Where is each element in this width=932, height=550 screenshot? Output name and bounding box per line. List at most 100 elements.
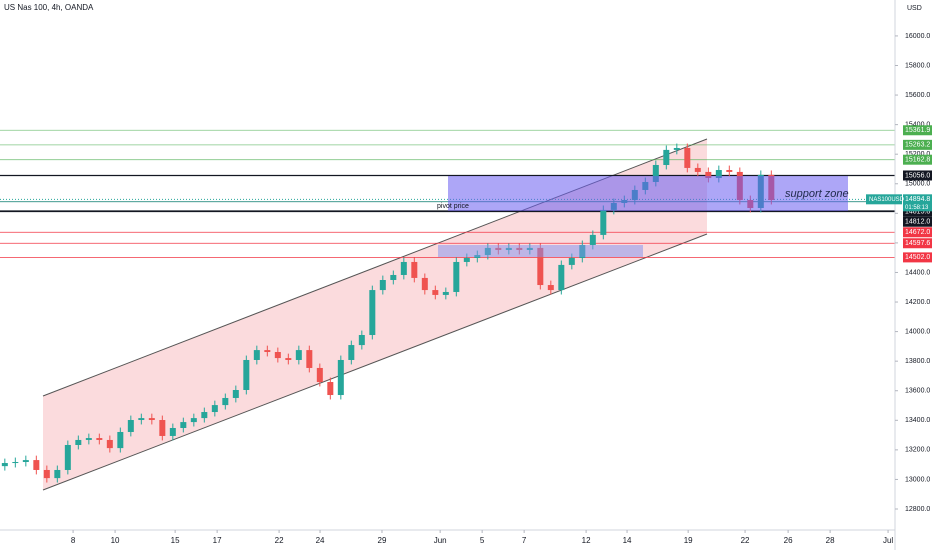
drawings-over: support zone pivot price bbox=[437, 176, 849, 257]
y-tick-label: 15800.0 bbox=[905, 62, 930, 69]
candle-body bbox=[663, 149, 670, 165]
candle-body bbox=[369, 290, 376, 336]
level-tag-label: 15361.9 bbox=[905, 127, 930, 134]
candle-body bbox=[306, 350, 313, 368]
y-tick-label: 13600.0 bbox=[905, 388, 930, 395]
lower-zone-box bbox=[438, 245, 643, 257]
y-tick-label: 13400.0 bbox=[905, 417, 930, 424]
level-tag bbox=[903, 139, 932, 150]
candle-body bbox=[442, 291, 449, 295]
last-price-label: 14894.8 bbox=[905, 196, 930, 203]
candle-body bbox=[337, 359, 344, 396]
currency: USD bbox=[907, 5, 922, 12]
candle-body bbox=[64, 444, 71, 470]
candle-body bbox=[22, 460, 29, 462]
levels bbox=[0, 129, 895, 258]
pivot-label: pivot price bbox=[437, 203, 469, 210]
candle-body bbox=[295, 350, 302, 360]
candle-body bbox=[652, 164, 659, 182]
candle-body bbox=[285, 358, 292, 360]
candle-body bbox=[243, 359, 250, 390]
y-tick-label: 15400.0 bbox=[905, 121, 930, 128]
candle-body bbox=[715, 170, 722, 178]
candle-body bbox=[463, 257, 470, 262]
chart-title: US Nas 100, 4h, OANDA bbox=[4, 3, 94, 12]
y-tick-label: 15600.0 bbox=[905, 92, 930, 99]
candle-body bbox=[537, 247, 544, 286]
level-tag bbox=[903, 227, 932, 238]
y-tick-label: 14000.0 bbox=[905, 328, 930, 335]
level-tag-label: 14502.0 bbox=[905, 254, 930, 261]
x-tick-label: 7 bbox=[522, 536, 527, 545]
candle-body bbox=[684, 147, 691, 168]
candle-body bbox=[600, 209, 607, 235]
candle-body bbox=[148, 418, 155, 421]
candle-body bbox=[253, 350, 260, 360]
x-tick-label: 10 bbox=[111, 536, 120, 545]
x-tick-label: 22 bbox=[275, 536, 284, 545]
level-tag bbox=[903, 125, 932, 136]
y-tick-label: 14400.0 bbox=[905, 269, 930, 276]
candle-body bbox=[138, 418, 145, 421]
candle-body bbox=[54, 469, 61, 479]
x-tick-label: 5 bbox=[480, 536, 485, 545]
y-tick-label: 15000.0 bbox=[905, 181, 930, 188]
candle-body bbox=[43, 469, 50, 479]
level-tag bbox=[903, 216, 932, 227]
x-tick-label: 14 bbox=[623, 536, 632, 545]
channel-lower bbox=[42, 233, 708, 491]
x-tick-label: 8 bbox=[71, 536, 76, 545]
last-price-tag bbox=[903, 194, 932, 212]
y-tick-label: 13200.0 bbox=[905, 447, 930, 454]
candle-body bbox=[264, 350, 271, 353]
candle-body bbox=[589, 234, 596, 245]
symbol-tag bbox=[866, 194, 902, 205]
candle-body bbox=[390, 274, 397, 281]
x-tick-label: 19 bbox=[684, 536, 693, 545]
candle-body bbox=[33, 460, 40, 470]
candle-body bbox=[1, 463, 8, 467]
candle-body bbox=[106, 439, 113, 449]
x-tick-label: 12 bbox=[582, 536, 591, 545]
level-tag-label: 14597.6 bbox=[905, 240, 930, 247]
x-tick-label: Jun bbox=[434, 536, 447, 545]
candle-body bbox=[379, 280, 386, 291]
candle-body bbox=[190, 418, 197, 423]
level-tag-label: 15162.8 bbox=[905, 157, 930, 164]
candle-body bbox=[274, 352, 281, 359]
y-tick-label: 13000.0 bbox=[905, 476, 930, 483]
candle-body bbox=[127, 420, 134, 432]
y-tick-label: 15200.0 bbox=[905, 151, 930, 158]
candle-body bbox=[159, 420, 166, 436]
candle-body bbox=[421, 277, 428, 291]
x-tick-label: 28 bbox=[826, 536, 835, 545]
candle-body bbox=[547, 285, 554, 291]
level-tag bbox=[903, 154, 932, 165]
candle-body bbox=[201, 412, 208, 419]
axes: 12800.0 13000.0 13200.0 13400.0 13600.0 13800… bbox=[71, 33, 932, 545]
level-tag-label: 14812.0 bbox=[905, 219, 930, 226]
y-tick-label: 13800.0 bbox=[905, 358, 930, 365]
candle-body bbox=[673, 147, 680, 150]
candle-body bbox=[358, 335, 365, 346]
candle-body bbox=[705, 171, 712, 178]
x-tick-label: 26 bbox=[784, 536, 793, 545]
candle-body bbox=[327, 382, 334, 396]
support-zone-label: support zone bbox=[785, 188, 849, 200]
level-tag-label: 14815.8 bbox=[905, 209, 930, 216]
candle-body bbox=[180, 422, 187, 428]
x-tick-label: 24 bbox=[316, 536, 325, 545]
candle-body bbox=[85, 438, 92, 440]
x-tick-label: 29 bbox=[378, 536, 387, 545]
candle-body bbox=[348, 345, 355, 360]
y-tick-label: 14200.0 bbox=[905, 299, 930, 306]
candle-body bbox=[12, 461, 19, 464]
level-tag bbox=[903, 252, 932, 263]
candle-body bbox=[726, 170, 733, 172]
level-tag-label: 14672.0 bbox=[905, 229, 930, 236]
y-tick-label: 12800.0 bbox=[905, 506, 930, 513]
x-tick-label: 15 bbox=[171, 536, 180, 545]
candle-body bbox=[411, 261, 418, 278]
